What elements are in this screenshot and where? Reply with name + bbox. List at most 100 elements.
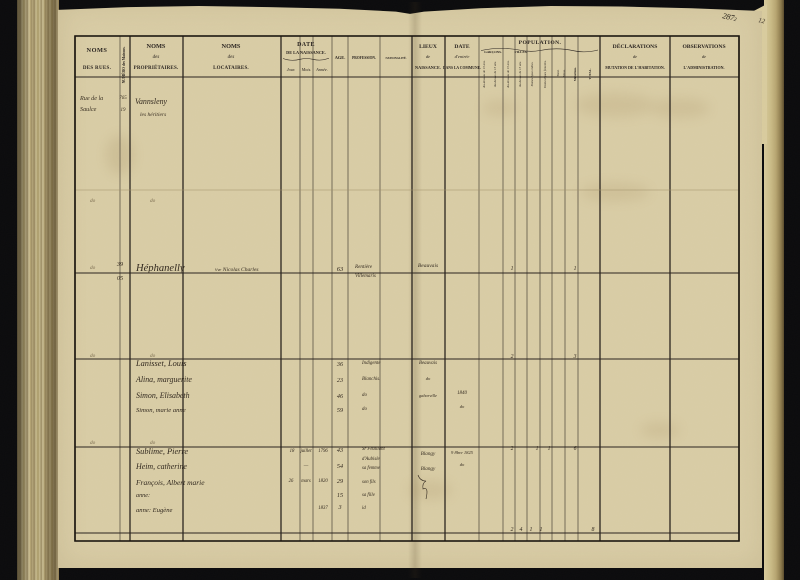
svg-text:Au-dessous de 15 ans.: Au-dessous de 15 ans.: [506, 60, 510, 89]
svg-text:do: do: [150, 440, 156, 446]
svg-text:Beauvais: Beauvais: [418, 263, 438, 269]
svg-text:19: 19: [121, 108, 127, 113]
svg-text:NOMS: NOMS: [87, 47, 108, 54]
svg-text:FILLES.: FILLES.: [515, 50, 528, 54]
svg-text:DATE: DATE: [454, 44, 469, 50]
svg-text:29: 29: [337, 479, 343, 485]
svg-text:anne:: anne:: [136, 493, 150, 499]
svg-text:do: do: [426, 376, 431, 381]
svg-text:43: 43: [337, 448, 343, 454]
svg-text:do: do: [362, 407, 367, 412]
svg-text:Jour.: Jour.: [287, 67, 295, 72]
svg-text:do: do: [90, 353, 96, 359]
svg-text:36: 36: [336, 362, 344, 368]
svg-text:gabarville: gabarville: [419, 393, 437, 398]
svg-text:9 8bre 1825: 9 8bre 1825: [451, 450, 474, 455]
svg-text:05: 05: [117, 276, 123, 282]
svg-text:Blangy: Blangy: [421, 466, 436, 472]
svg-text:39: 39: [116, 262, 123, 268]
svg-text:DES RUES.: DES RUES.: [83, 66, 112, 71]
svg-text:Sr Feuillant: Sr Feuillant: [362, 447, 386, 452]
svg-text:26: 26: [289, 479, 294, 484]
svg-text:Vieux.: Vieux.: [562, 69, 566, 77]
svg-text:23: 23: [337, 378, 343, 384]
svg-text:do: do: [90, 265, 96, 271]
svg-text:do: do: [90, 198, 96, 204]
svg-text:Domestiques femelles.: Domestiques femelles.: [543, 60, 547, 89]
svg-text:Total.: Total.: [556, 69, 560, 76]
svg-text:id: id: [362, 506, 366, 511]
svg-text:46: 46: [337, 394, 344, 400]
svg-text:son fils: son fils: [362, 480, 376, 485]
svg-text:18: 18: [290, 449, 295, 454]
svg-text:1: 1: [574, 266, 577, 272]
svg-text:1820: 1820: [318, 479, 328, 484]
svg-text:2: 2: [511, 354, 514, 360]
svg-text:do: do: [362, 393, 367, 398]
svg-text:Sublime, Pierre: Sublime, Pierre: [136, 447, 188, 456]
svg-text:2: 2: [511, 527, 514, 533]
svg-text:Indigente: Indigente: [361, 361, 381, 366]
svg-text:Mutations.: Mutations.: [573, 67, 577, 81]
svg-text:DE LA NAISSANCE.: DE LA NAISSANCE.: [286, 50, 326, 55]
svg-text:Rue de la: Rue de la: [79, 96, 103, 102]
svg-text:des: des: [153, 55, 160, 60]
svg-text:Au-dessus de 15 ans.: Au-dessus de 15 ans.: [493, 61, 497, 88]
svg-text:—: —: [303, 463, 309, 469]
svg-text:Blangy: Blangy: [421, 451, 436, 457]
svg-text:DÉCLARATIONS: DÉCLARATIONS: [613, 42, 658, 50]
svg-text:Heim, catherine: Heim, catherine: [135, 462, 187, 471]
svg-text:Année.: Année.: [315, 67, 328, 72]
svg-text:54: 54: [337, 464, 343, 470]
svg-text:3: 3: [337, 505, 341, 511]
svg-text:LOCATAIRES.: LOCATAIRES.: [213, 66, 249, 71]
svg-text:1: 1: [511, 266, 514, 272]
svg-text:de: de: [702, 54, 706, 59]
svg-text:L'ADMINISTRATION.: L'ADMINISTRATION.: [684, 65, 725, 70]
svg-text:do: do: [460, 404, 465, 409]
svg-text:Saulce: Saulce: [80, 107, 97, 113]
svg-text:TOTAL.: TOTAL.: [588, 68, 592, 79]
svg-text:d'Aubisle: d'Aubisle: [362, 457, 380, 462]
svg-text:POPULATION.: POPULATION.: [519, 40, 562, 46]
svg-text:OBSERVATIONS: OBSERVATIONS: [682, 44, 725, 50]
svg-text:LIEUX: LIEUX: [419, 44, 437, 50]
svg-text:4: 4: [520, 527, 523, 533]
svg-text:1796: 1796: [318, 449, 328, 454]
svg-text:Lanisset, Louis: Lanisset, Louis: [135, 359, 187, 368]
svg-text:NATIONALITÉ.: NATIONALITÉ.: [385, 56, 406, 60]
svg-text:do: do: [460, 462, 465, 467]
svg-text:59: 59: [337, 408, 343, 414]
svg-text:Domestiques mâles.: Domestiques mâles.: [530, 61, 534, 87]
svg-text:François, Albert marie: François, Albert marie: [135, 478, 205, 487]
svg-text:PROPRIÉTAIRES.: PROPRIÉTAIRES.: [134, 65, 179, 71]
svg-text:1: 1: [548, 446, 551, 452]
svg-text:d'entrée: d'entrée: [455, 54, 470, 59]
svg-text:Alina, marguerite: Alina, marguerite: [135, 375, 192, 384]
svg-text:mars: mars: [301, 479, 311, 484]
svg-text:de: de: [426, 54, 430, 59]
svg-text:Héphanelly: Héphanelly: [135, 263, 185, 274]
svg-text:Blanchis.: Blanchis.: [362, 377, 380, 382]
svg-text:de: de: [633, 54, 637, 59]
svg-text:Vannsleny: Vannsleny: [135, 97, 168, 106]
svg-text:8: 8: [592, 527, 595, 533]
svg-text:sa femme: sa femme: [362, 466, 380, 471]
svg-text:les héritiers: les héritiers: [140, 112, 166, 118]
svg-text:2: 2: [511, 446, 514, 452]
svg-text:15: 15: [337, 493, 343, 499]
svg-text:1: 1: [536, 446, 539, 452]
svg-text:Simon, Elisabeth: Simon, Elisabeth: [136, 391, 190, 400]
svg-text:DATE: DATE: [297, 42, 315, 48]
svg-text:PROFESSION.: PROFESSION.: [352, 56, 376, 60]
svg-text:DANS LA COMMUNE.: DANS LA COMMUNE.: [443, 66, 481, 70]
svg-text:sa fille: sa fille: [362, 493, 375, 498]
svg-text:NOMS: NOMS: [222, 43, 241, 50]
svg-text:1: 1: [530, 527, 533, 533]
svg-text:NOMS: NOMS: [147, 43, 166, 50]
svg-text:1837: 1837: [318, 506, 328, 511]
svg-text:1: 1: [540, 527, 543, 533]
svg-text:do: do: [90, 440, 96, 446]
svg-text:3: 3: [573, 354, 577, 360]
svg-text:1840: 1840: [457, 391, 467, 396]
